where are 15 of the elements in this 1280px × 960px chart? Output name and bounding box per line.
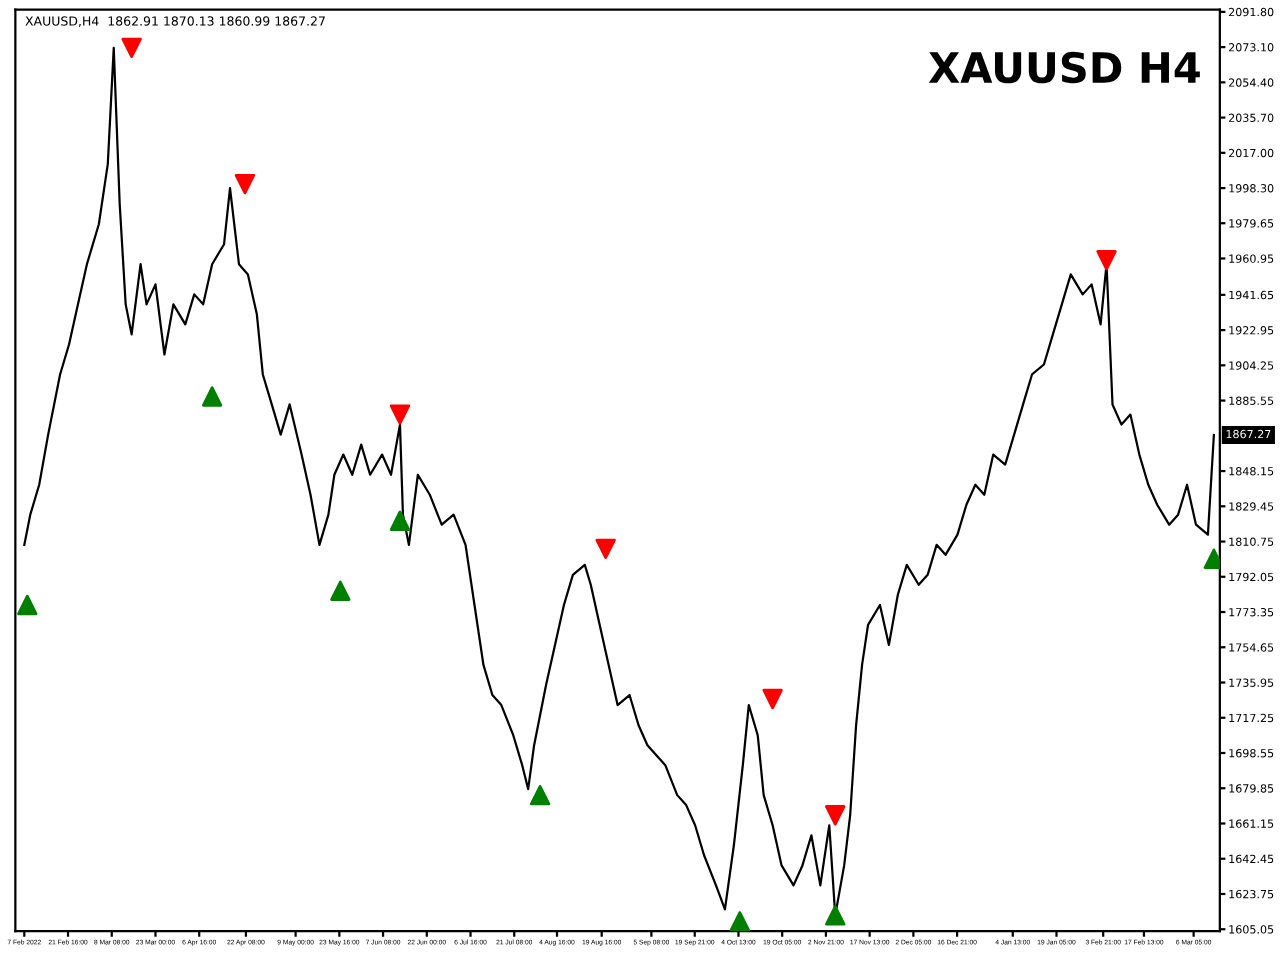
point [330,580,351,601]
point [1096,250,1117,271]
point [234,173,256,195]
text: XAUUSD H4 [928,51,1200,84]
point [595,538,616,559]
point [729,911,751,932]
point [17,594,38,616]
point [201,386,223,407]
point [121,37,142,59]
point [529,784,551,806]
point [762,688,783,710]
point [825,805,846,826]
point [825,905,846,926]
point [389,510,411,531]
point [389,404,411,425]
